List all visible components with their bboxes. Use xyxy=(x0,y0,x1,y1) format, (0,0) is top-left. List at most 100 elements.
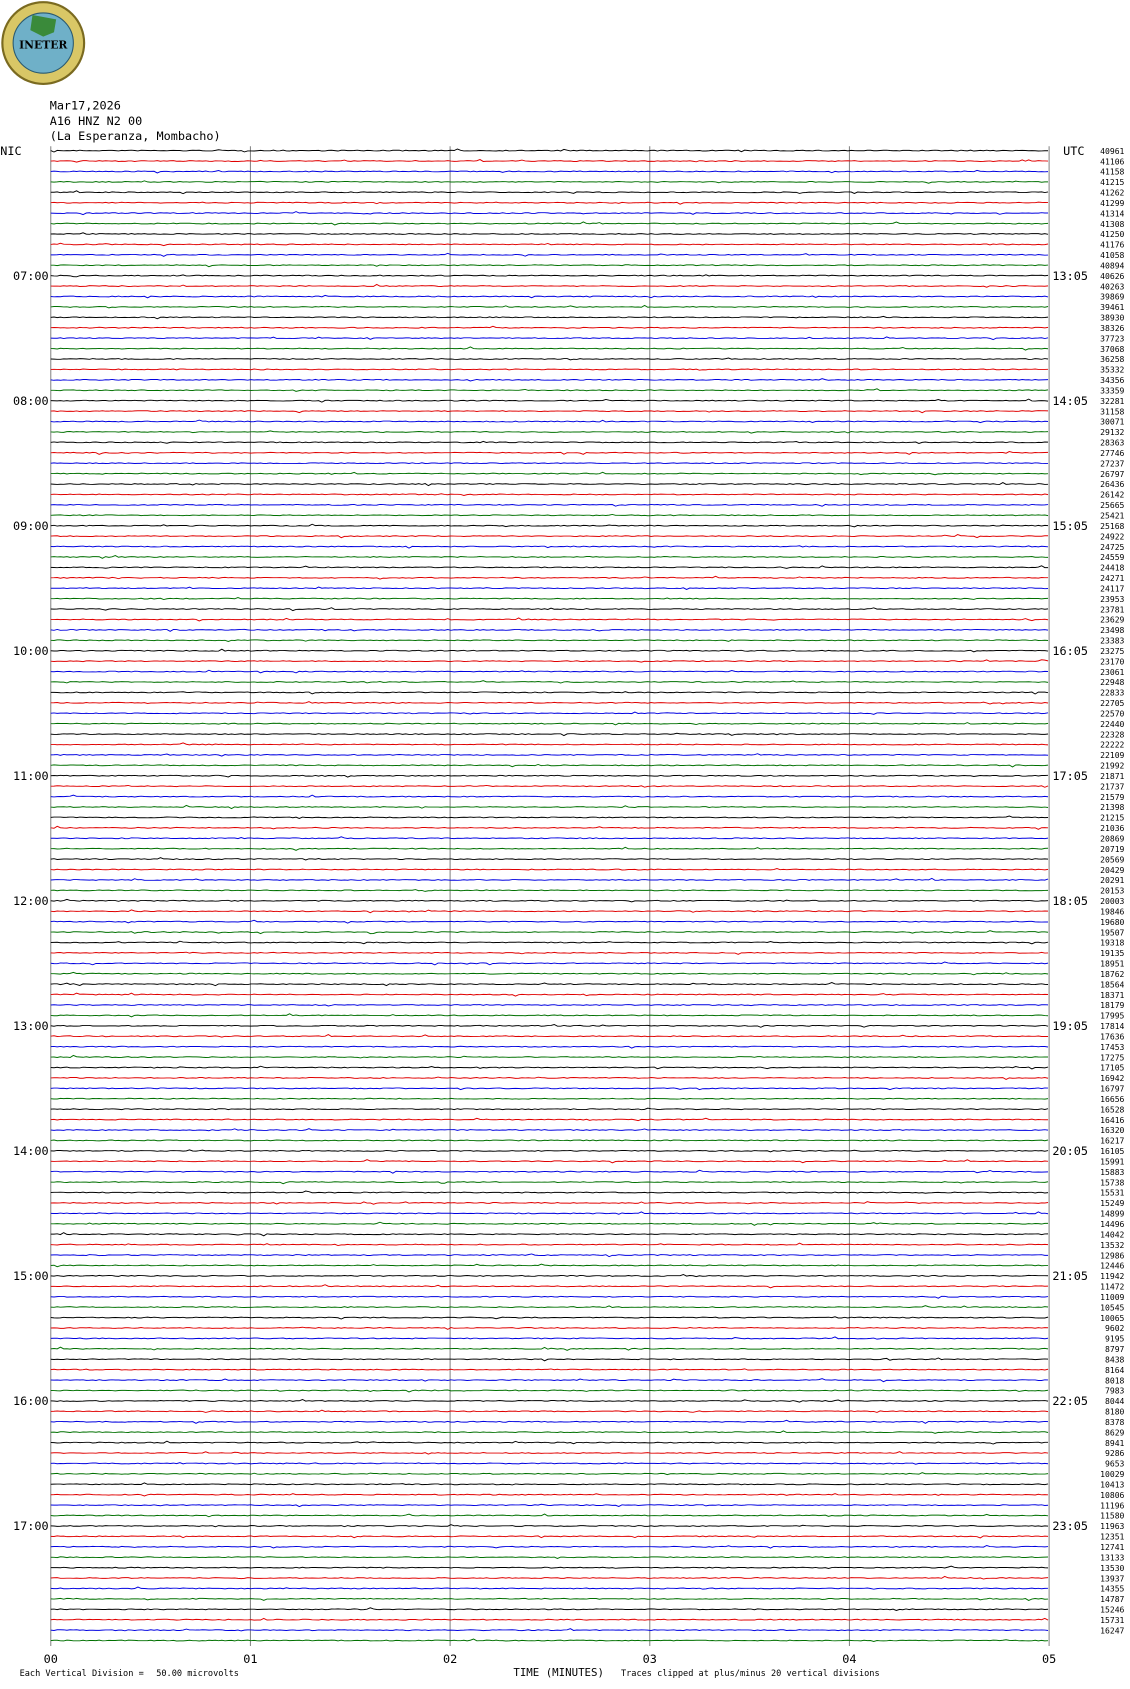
trace-label: 41299 xyxy=(1100,199,1124,208)
trace xyxy=(50,283,1049,288)
trace-label: 38930 xyxy=(1100,314,1124,323)
trace xyxy=(50,1023,1049,1028)
trace-label: 13532 xyxy=(1100,1241,1124,1250)
left-time: 08:00 xyxy=(13,394,49,408)
trace xyxy=(50,1556,1049,1560)
trace-label: 11963 xyxy=(1100,1522,1124,1531)
trace xyxy=(50,898,1049,903)
trace-label: 9286 xyxy=(1105,1449,1125,1458)
trace xyxy=(50,1597,1049,1602)
trace-label: 25665 xyxy=(1100,501,1124,510)
x-label: 05 xyxy=(1042,1652,1056,1666)
trace xyxy=(50,430,1049,434)
trace-label: 40626 xyxy=(1100,272,1124,281)
trace xyxy=(50,1565,1049,1570)
trace-label: 17275 xyxy=(1100,1053,1124,1062)
trace-label: 41058 xyxy=(1100,251,1124,260)
trace-label: 24725 xyxy=(1100,543,1124,552)
trace xyxy=(50,1575,1049,1580)
trace-label: 16656 xyxy=(1100,1095,1124,1104)
trace xyxy=(50,846,1049,851)
trace xyxy=(50,1368,1049,1371)
trace xyxy=(50,1544,1049,1549)
trace xyxy=(50,691,1049,695)
trace-label: 16942 xyxy=(1100,1074,1124,1083)
trace xyxy=(50,1398,1049,1403)
trace xyxy=(50,1190,1049,1194)
division-value: 50.00 microvolts xyxy=(156,1669,239,1679)
right-zone: UTC xyxy=(1063,144,1084,158)
trace-label: 31158 xyxy=(1100,407,1124,416)
trace-label: 26436 xyxy=(1100,480,1124,489)
trace-label: 8018 xyxy=(1105,1376,1125,1385)
trace-label: 16247 xyxy=(1100,1626,1124,1635)
trace-label: 9195 xyxy=(1105,1335,1125,1344)
trace xyxy=(50,1128,1049,1132)
trace xyxy=(50,1638,1049,1642)
trace-label: 41215 xyxy=(1100,178,1124,187)
trace xyxy=(50,565,1049,569)
trace-label: 22222 xyxy=(1100,741,1124,750)
x-label: 00 xyxy=(44,1652,58,1666)
trace-label: 40961 xyxy=(1100,147,1124,156)
trace-label: 25421 xyxy=(1100,512,1124,521)
trace-label: 20153 xyxy=(1100,887,1124,896)
trace xyxy=(50,336,1049,341)
trace xyxy=(50,1097,1049,1100)
trace xyxy=(50,1472,1049,1476)
trace-label: 12741 xyxy=(1100,1543,1124,1552)
trace xyxy=(50,1513,1049,1518)
logo-map xyxy=(30,15,57,37)
trace xyxy=(50,1201,1049,1205)
trace xyxy=(50,1409,1049,1413)
trace xyxy=(50,1107,1049,1111)
trace-label: 35332 xyxy=(1100,366,1124,375)
left-time: 16:00 xyxy=(13,1394,49,1408)
trace xyxy=(50,1273,1049,1278)
trace-label: 21036 xyxy=(1100,824,1124,833)
trace xyxy=(50,242,1049,247)
trace xyxy=(50,1076,1049,1081)
trace xyxy=(50,815,1049,819)
trace-label: 22109 xyxy=(1100,751,1124,760)
trace-label: 18564 xyxy=(1100,980,1124,989)
trace xyxy=(50,836,1049,840)
logo-text: INETER xyxy=(19,38,67,51)
right-time: 22:05 xyxy=(1052,1394,1088,1408)
logo-globe xyxy=(12,12,74,74)
trace-label: 16105 xyxy=(1100,1147,1124,1156)
right-time: 20:05 xyxy=(1052,1144,1088,1158)
trace-label: 13530 xyxy=(1100,1564,1124,1573)
right-time: 21:05 xyxy=(1052,1269,1088,1283)
trace-label: 21579 xyxy=(1100,793,1124,802)
trace xyxy=(50,523,1049,528)
trace xyxy=(50,1159,1049,1164)
trace xyxy=(50,639,1049,643)
trace xyxy=(50,304,1049,309)
date: Mar17,2026 xyxy=(50,99,121,113)
trace-label: 18951 xyxy=(1100,960,1124,969)
trace-label: 17995 xyxy=(1100,1012,1124,1021)
trace xyxy=(50,482,1049,487)
trace xyxy=(50,1253,1049,1258)
trace xyxy=(50,1034,1049,1038)
trace xyxy=(50,877,1049,881)
trace xyxy=(50,419,1049,424)
trace-label: 19680 xyxy=(1100,918,1124,927)
trace xyxy=(50,503,1049,507)
trace-label: 14787 xyxy=(1100,1595,1124,1604)
trace-label: 41106 xyxy=(1100,157,1124,166)
trace-label: 41314 xyxy=(1100,209,1124,218)
trace xyxy=(50,410,1049,414)
trace-label: 7983 xyxy=(1105,1387,1125,1396)
trace-label: 9602 xyxy=(1105,1324,1125,1333)
trace-label: 22328 xyxy=(1100,730,1124,739)
trace-label: 28363 xyxy=(1100,439,1124,448)
left-zone: NIC xyxy=(0,144,21,158)
trace-label: 8180 xyxy=(1105,1408,1125,1417)
trace-label: 11196 xyxy=(1100,1501,1124,1510)
trace-label: 15731 xyxy=(1100,1616,1124,1625)
logo: INETER xyxy=(1,1,86,85)
x-label: 02 xyxy=(443,1652,457,1666)
trace-label: 38326 xyxy=(1100,324,1124,333)
